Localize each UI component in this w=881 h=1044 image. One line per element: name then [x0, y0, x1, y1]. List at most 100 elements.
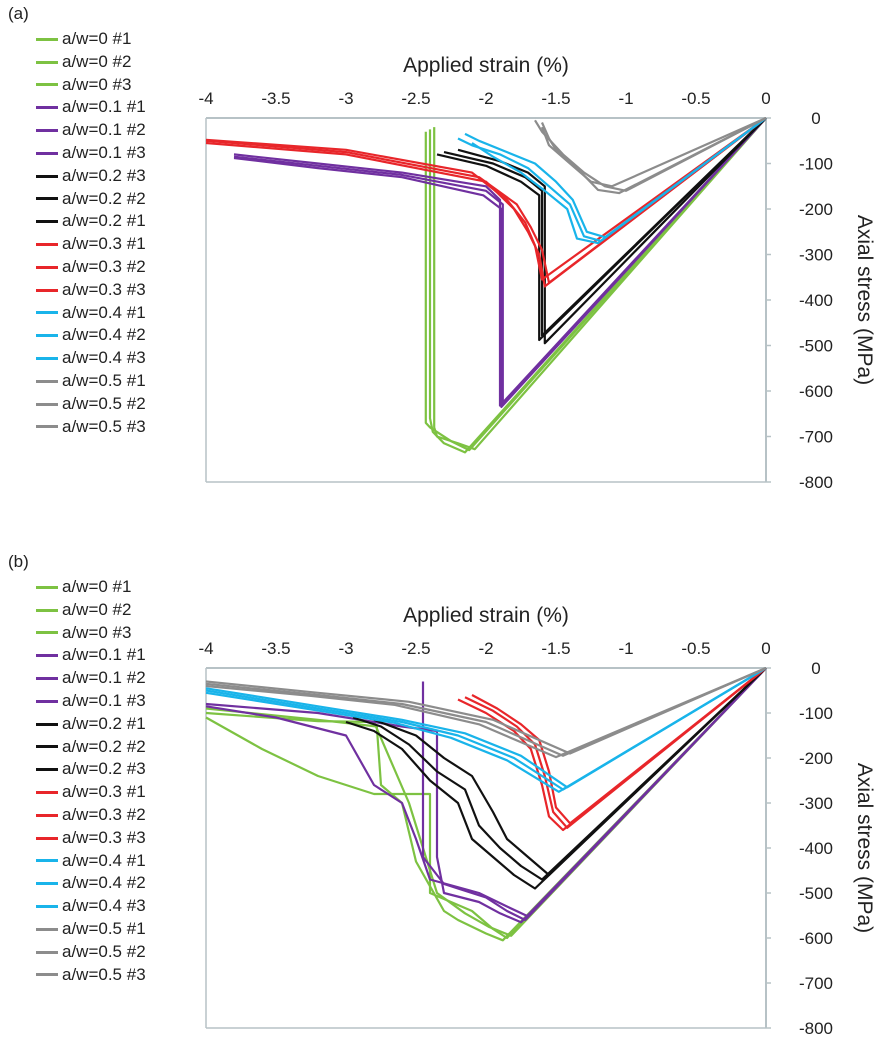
legend-entry: a/w=0.4 #3 — [36, 895, 146, 918]
legend-label: a/w=0.4 #3 — [62, 896, 146, 916]
legend-label: a/w=0.1 #2 — [62, 120, 146, 140]
x-tick-label: -3 — [338, 89, 353, 108]
legend-entry: a/w=0.5 #2 — [36, 393, 146, 416]
x-axis-title: Applied strain (%) — [403, 604, 569, 627]
legend-swatch — [36, 83, 58, 87]
legend-entry: a/w=0.3 #1 — [36, 781, 146, 804]
y-axis-title: Axial stress (MPa) — [853, 763, 876, 933]
legend-a: a/w=0 #1 a/w=0 #2 a/w=0 #3 a/w=0.1 #1 a/w=0.… — [36, 28, 146, 438]
series-line-15 — [471, 117, 767, 245]
legend-entry: a/w=0.1 #1 — [36, 96, 146, 119]
series-line-9 — [373, 667, 767, 877]
y-tick-label: -300 — [799, 794, 833, 813]
legend-label: a/w=0 #2 — [62, 599, 132, 619]
legend-entry: a/w=0.4 #1 — [36, 850, 146, 873]
legend-entry: a/w=0.2 #3 — [36, 165, 146, 188]
x-axis-title: Applied strain (%) — [403, 54, 569, 77]
chart-b-svg: -4 -3.5 -3 -2.5 -2 -1.5 -1 -0.5 0 0 -100 -200 -300 -4… — [198, 604, 876, 1038]
legend-swatch — [36, 722, 58, 726]
x-tick-label: -2 — [478, 639, 493, 658]
legend-entry: a/w=0.3 #2 — [36, 256, 146, 279]
legend-label: a/w=0.4 #2 — [62, 873, 146, 893]
series-line-12 — [205, 117, 767, 281]
series-line-1 — [205, 667, 767, 940]
x-tick-label: -3.5 — [261, 639, 290, 658]
x-tick-label: 0 — [761, 639, 770, 658]
legend-swatch — [36, 379, 58, 383]
legend-label: a/w=0.5 #3 — [62, 416, 146, 436]
series-line-8 — [443, 117, 767, 337]
legend-entry: a/w=0.1 #1 — [36, 644, 146, 667]
legend-entry: a/w=0.2 #2 — [36, 736, 146, 759]
legend-label: a/w=0.4 #1 — [62, 850, 146, 870]
chart-panel-a: (a) -4 -3.5 -3 -2.5 -2 -1.5 -1 -0.5 0 0 -100 -200 -3… — [0, 0, 881, 520]
legend-entry: a/w=0.3 #3 — [36, 279, 146, 302]
legend-entry: a/w=0.3 #3 — [36, 827, 146, 850]
series-line-8 — [352, 667, 767, 881]
series-line-7 — [457, 117, 767, 345]
legend-swatch — [36, 243, 58, 247]
y-tick-label: -200 — [799, 749, 833, 768]
panel-label: (b) — [8, 552, 29, 571]
x-tick-label: -1 — [618, 89, 633, 108]
y-tick-label: -300 — [799, 246, 833, 265]
legend-entry: a/w=0.3 #2 — [36, 804, 146, 827]
legend-label: a/w=0.3 #1 — [62, 782, 146, 802]
legend-label: a/w=0.2 #1 — [62, 211, 146, 231]
y-tick-label: -600 — [799, 382, 833, 401]
series-line-6 — [233, 117, 767, 408]
legend-entry: a/w=0 #3 — [36, 74, 146, 97]
y-tick-label: -800 — [799, 473, 833, 492]
legend-entry: a/w=0.1 #3 — [36, 142, 146, 165]
series-line-15 — [205, 667, 767, 793]
legend-label: a/w=0 #1 — [62, 29, 132, 48]
legend-swatch — [36, 836, 58, 840]
series-line-18 — [205, 666, 767, 759]
y-tick-label: -100 — [799, 155, 833, 174]
legend-swatch — [36, 585, 58, 589]
y-tick-label: -100 — [799, 704, 833, 723]
legend-label: a/w=0.1 #2 — [62, 668, 146, 688]
y-tick-label: 0 — [811, 659, 820, 678]
legend-entry: a/w=0.4 #2 — [36, 872, 146, 895]
y-tick-label: -700 — [799, 974, 833, 993]
series-line-5 — [233, 117, 767, 405]
legend-swatch — [36, 608, 58, 612]
x-tick-label: -3 — [338, 639, 353, 658]
legend-b: a/w=0 #1 a/w=0 #2 a/w=0 #3 a/w=0.1 #1 a/w=0.… — [36, 576, 146, 986]
series-line-7 — [345, 667, 767, 890]
legend-label: a/w=0.2 #1 — [62, 713, 146, 733]
x-tick-label: -0.5 — [681, 639, 710, 658]
x-tick-label: 0 — [761, 89, 770, 108]
x-tick-label: -1.5 — [541, 639, 570, 658]
x-tick-label: -1.5 — [541, 89, 570, 108]
legend-swatch — [36, 265, 58, 269]
legend-label: a/w=0 #3 — [62, 74, 132, 94]
series-line-17 — [540, 117, 767, 195]
legend-entry: a/w=0.1 #3 — [36, 690, 146, 713]
legend-swatch — [36, 334, 58, 338]
legend-swatch — [36, 37, 58, 41]
series-line-18 — [540, 116, 767, 188]
legend-entry: a/w=0.2 #2 — [36, 188, 146, 211]
legend-entry: a/w=0.2 #1 — [36, 713, 146, 736]
series-line-3 — [205, 667, 767, 937]
legend-swatch — [36, 220, 58, 224]
legend-entry: a/w=0.5 #2 — [36, 941, 146, 964]
legend-label: a/w=0.4 #3 — [62, 348, 146, 368]
legend-label: a/w=0.2 #3 — [62, 165, 146, 185]
legend-swatch — [36, 699, 58, 703]
series-line-6 — [205, 667, 767, 918]
y-tick-label: -200 — [799, 200, 833, 219]
legend-label: a/w=0.5 #1 — [62, 918, 146, 938]
chart-a-svg: -4 -3.5 -3 -2.5 -2 -1.5 -1 -0.5 0 0 -100 -200 -300 -4… — [198, 54, 876, 492]
series-line-13 — [205, 667, 767, 791]
legend-label: a/w=0.2 #2 — [62, 188, 146, 208]
legend-label: a/w=0.2 #2 — [62, 736, 146, 756]
chart-panel-b: (b) -4 -3.5 -3 -2.5 -2 -1.5 -1 -0.5 0 0 -100 -200 -3… — [0, 548, 881, 1044]
x-tick-label: -2.5 — [401, 639, 430, 658]
legend-swatch — [36, 791, 58, 795]
legend-entry: a/w=0.2 #1 — [36, 210, 146, 233]
legend-swatch — [36, 882, 58, 886]
legend-swatch — [36, 288, 58, 292]
